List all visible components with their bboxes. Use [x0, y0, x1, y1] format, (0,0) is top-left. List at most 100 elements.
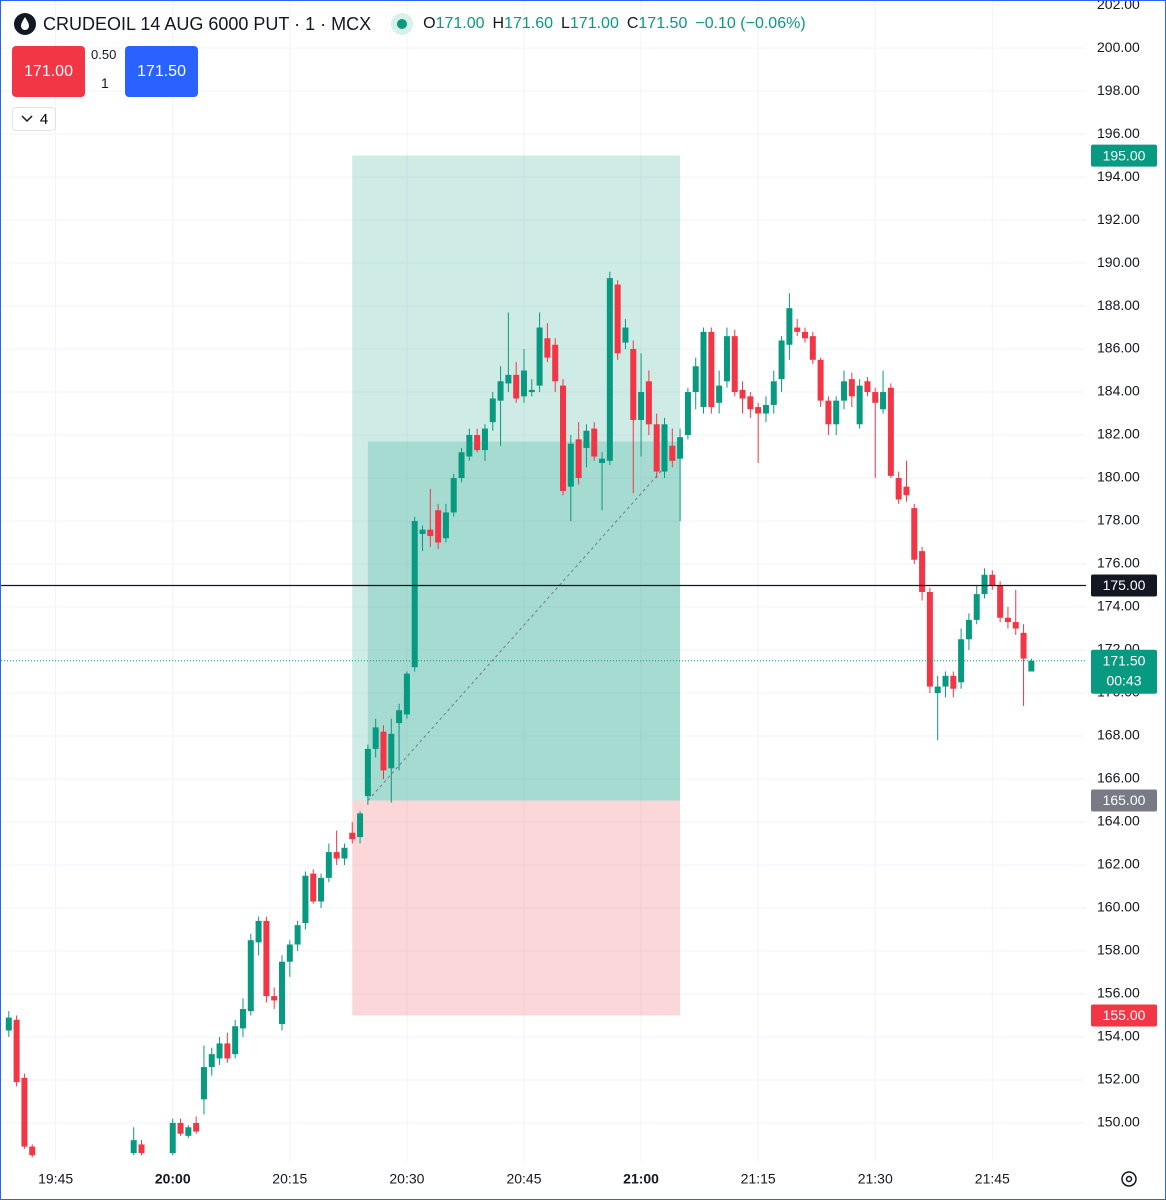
- y-tick-label: 190.00: [1097, 254, 1140, 270]
- candle-body: [965, 619, 972, 640]
- candle-body: [755, 407, 762, 414]
- price-label-box: [1091, 144, 1157, 167]
- candle-body: [536, 327, 543, 386]
- candle-body: [177, 1122, 184, 1134]
- x-tick-label: 21:30: [858, 1171, 893, 1187]
- candle-body: [708, 331, 715, 408]
- indicators-toggle[interactable]: 4: [12, 107, 56, 131]
- candle-body: [684, 392, 691, 436]
- candle-body: [263, 920, 270, 997]
- y-tick-label: 152.00: [1097, 1071, 1140, 1087]
- candle-body: [677, 437, 684, 459]
- candle-body: [520, 370, 527, 397]
- ohlc-key: H: [492, 15, 505, 32]
- candle-body: [5, 1017, 12, 1031]
- candle-body: [1020, 632, 1027, 659]
- candle-body: [497, 381, 504, 401]
- candle-body: [333, 852, 340, 859]
- candle-body: [442, 512, 449, 539]
- y-tick-label: 164.00: [1097, 813, 1140, 829]
- candle-body: [208, 1054, 215, 1068]
- stop-zone: [352, 800, 681, 1016]
- candle-body: [318, 877, 325, 902]
- candle-body: [934, 686, 941, 694]
- candle-body: [341, 847, 348, 859]
- candle-body: [302, 875, 309, 924]
- candle-body: [919, 551, 926, 592]
- candle-body: [286, 944, 293, 962]
- candle-body: [739, 389, 746, 399]
- candle-body: [13, 1019, 20, 1083]
- candle-body: [903, 486, 910, 496]
- y-tick-label: 176.00: [1097, 555, 1140, 571]
- y-tick-label: 194.00: [1097, 168, 1140, 184]
- candle-body: [544, 338, 551, 358]
- price-label-box: [1091, 789, 1157, 812]
- candle-body: [294, 925, 301, 945]
- candle-body: [599, 458, 606, 463]
- candle-body: [372, 727, 379, 749]
- candle-body: [825, 400, 832, 425]
- candle-body: [474, 435, 481, 451]
- candle-body: [357, 813, 364, 838]
- price-label: 195.00: [1103, 147, 1146, 163]
- candle-body: [700, 331, 707, 408]
- candle-body: [232, 1026, 239, 1055]
- candle-body: [458, 452, 465, 479]
- candle-body: [731, 336, 738, 393]
- candle-body: [224, 1043, 231, 1059]
- sell-button[interactable]: 171.00: [12, 46, 85, 97]
- candle-body: [396, 710, 403, 724]
- symbol: CRUDEOIL 14 AUG 6000 PUT · 1 · MCX: [43, 13, 372, 34]
- x-tick-label: 19:45: [38, 1171, 73, 1187]
- y-tick-label: 178.00: [1097, 512, 1140, 528]
- y-tick-label: 150.00: [1097, 1114, 1140, 1130]
- y-tick-label: 168.00: [1097, 727, 1140, 743]
- candle-body: [973, 594, 980, 620]
- y-tick-label: 158.00: [1097, 942, 1140, 958]
- candle-body: [193, 1122, 200, 1132]
- candle-body: [762, 404, 769, 414]
- candle-body: [29, 1146, 36, 1156]
- y-tick-label: 160.00: [1097, 899, 1140, 915]
- x-tick-label: 20:00: [155, 1171, 191, 1187]
- ohlc-value: 171.60: [504, 15, 553, 32]
- price-countdown: 00:43: [1106, 672, 1141, 688]
- candle-body: [1004, 617, 1011, 623]
- legend: CRUDEOIL 14 AUG 6000 PUT · 1 · MCX O 171.…: [13, 11, 814, 37]
- candle-body: [833, 400, 840, 425]
- y-tick-label: 186.00: [1097, 340, 1140, 356]
- candle-body: [630, 349, 637, 420]
- candle-body: [942, 675, 949, 687]
- ohlc-key: C: [626, 15, 639, 32]
- candle-body: [481, 428, 488, 451]
- filled-zone: [367, 441, 681, 801]
- candle-body: [794, 327, 801, 332]
- y-tick-label: 174.00: [1097, 598, 1140, 614]
- candle-body: [817, 359, 824, 401]
- ohlc-key: O: [423, 15, 436, 32]
- price-label: 165.00: [1103, 792, 1146, 808]
- candle-body: [841, 381, 848, 401]
- candle-body: [239, 1009, 246, 1029]
- candle-body: [185, 1127, 192, 1136]
- y-tick-label: 196.00: [1097, 125, 1140, 141]
- ohlc-key: L: [561, 15, 570, 32]
- candle-body: [887, 387, 894, 476]
- candle-body: [981, 574, 988, 595]
- candle-body: [138, 1144, 145, 1154]
- candle-body: [310, 873, 317, 902]
- candle-body: [200, 1067, 207, 1100]
- candle-body: [403, 673, 410, 715]
- status-dot: [391, 13, 414, 35]
- candle-body: [716, 385, 723, 403]
- y-tick-label: 166.00: [1097, 770, 1140, 786]
- candle-body: [489, 398, 496, 423]
- candle-body: [247, 940, 254, 1012]
- buy-button[interactable]: 171.50: [125, 46, 198, 97]
- candle-body: [723, 336, 730, 382]
- candle-body: [388, 733, 395, 769]
- candle-body: [950, 675, 957, 689]
- quantity: 1: [101, 75, 109, 91]
- settings-icon: [1121, 1171, 1137, 1187]
